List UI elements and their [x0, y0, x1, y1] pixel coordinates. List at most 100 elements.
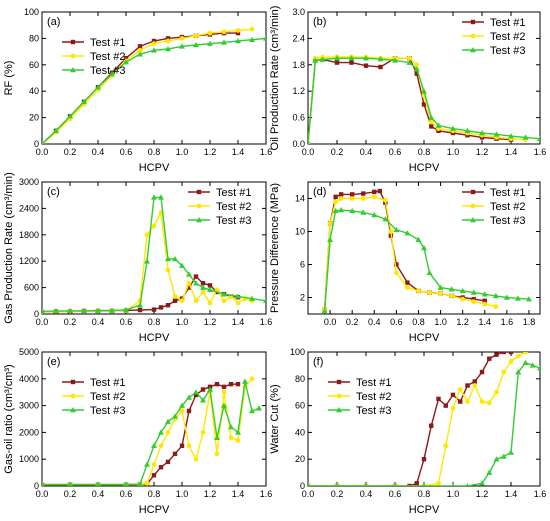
data-point: [338, 196, 344, 201]
data-point: [537, 135, 540, 141]
legend-marker: [70, 67, 76, 73]
data-point: [186, 285, 192, 290]
data-point: [179, 262, 185, 268]
data-point: [421, 102, 427, 107]
data-point: [465, 399, 470, 404]
data-point: [450, 392, 456, 398]
data-point: [482, 301, 488, 307]
data-point: [482, 298, 487, 303]
y-tick-label: 0.0: [292, 139, 305, 149]
data-point: [249, 376, 255, 382]
chart-panel-6: 0.0 0.2 0.4 0.6 0.8 1.0 1.2 1.4 1.6 0 20 40 60 80 100 H…: [269, 347, 546, 516]
data-point: [500, 453, 507, 459]
data-point: [436, 396, 441, 402]
data-point: [413, 66, 420, 72]
y-tick-label: 20: [29, 113, 39, 123]
x-axis-label: HCPV: [409, 162, 440, 174]
legend-marker: [470, 19, 476, 25]
data-point: [508, 133, 514, 139]
x-tick-label: 1.0: [176, 489, 189, 499]
legend: Test #1 Test #2 Test #3: [462, 17, 525, 57]
data-point: [371, 212, 378, 218]
data-point: [486, 469, 493, 475]
data-point: [235, 438, 241, 443]
data-point: [327, 236, 334, 242]
legend: Test #1 Test #2 Test #3: [188, 187, 251, 227]
y-tick-label: 3.0: [292, 7, 305, 17]
x-tick-label: 1.6: [534, 489, 547, 499]
y-tick-label: 5000: [19, 347, 39, 357]
legend-marker: [470, 47, 476, 53]
data-point: [388, 229, 394, 234]
y-axis-label: Water Cut (%): [269, 384, 281, 453]
data-point: [377, 188, 383, 194]
data-point: [144, 232, 150, 238]
legend-marker: [196, 189, 202, 195]
data-point: [193, 42, 199, 48]
data-point: [537, 365, 540, 371]
data-point: [361, 191, 366, 196]
legend-marker: [470, 203, 476, 209]
legend-marker: [70, 407, 76, 413]
data-point: [421, 457, 427, 462]
data-point: [200, 289, 206, 295]
data-point: [235, 381, 241, 387]
data-point: [151, 223, 157, 229]
data-point: [494, 352, 499, 357]
x-axis-label: HCPV: [139, 504, 170, 516]
data-point: [42, 141, 44, 144]
x-tick-label: 1.0: [447, 489, 460, 499]
data-point: [393, 226, 400, 233]
data-point: [458, 399, 463, 404]
data-point: [235, 300, 241, 306]
data-point: [200, 281, 206, 286]
legend-label: Test #2: [90, 391, 125, 403]
data-point: [422, 483, 426, 486]
series-group: [308, 352, 540, 486]
data-point: [449, 293, 455, 299]
x-tick-label: 0.6: [390, 317, 403, 327]
data-point: [186, 394, 192, 400]
series-line-3: [308, 361, 540, 486]
legend-marker: [470, 217, 476, 223]
x-tick-label: 0.2: [331, 489, 344, 499]
series-group: [321, 188, 532, 314]
y-tick-label: 1.8: [292, 60, 305, 70]
data-point: [349, 60, 354, 65]
y-tick-label: 600: [24, 283, 39, 293]
x-tick-label: 0.6: [120, 147, 133, 157]
data-point: [123, 59, 129, 65]
data-point: [438, 290, 443, 296]
data-point: [338, 192, 344, 197]
chart-panel-4: 0.0 0.2 0.4 0.6 0.8 1.0 1.2 1.4 1.6 1.8 2 6 10 14 HCPV…: [269, 181, 541, 344]
data-point: [95, 481, 101, 486]
x-tick-label: 1.2: [476, 147, 489, 157]
data-point: [186, 271, 192, 277]
y-tick-label: 60: [295, 401, 305, 411]
data-point: [179, 298, 185, 304]
data-point: [333, 194, 338, 200]
data-point: [42, 308, 45, 314]
data-point: [235, 28, 241, 33]
legend-label: Test #1: [216, 187, 251, 199]
data-point: [137, 44, 143, 49]
y-axis-label: Gas Production Rate (cm³/min): [3, 172, 15, 324]
x-tick-label: 0.4: [368, 317, 381, 327]
y-tick-label: 80: [295, 374, 305, 384]
y-tick-label: 100: [290, 347, 305, 357]
data-point: [421, 88, 427, 94]
legend-marker: [196, 217, 202, 223]
data-point: [158, 465, 164, 470]
y-tick-label: 0: [34, 309, 39, 319]
data-point: [179, 36, 185, 41]
legend-label: Test #1: [90, 377, 125, 389]
data-point: [382, 197, 388, 203]
y-tick-label: 2: [300, 293, 305, 303]
legend-label: Test #3: [490, 215, 525, 227]
x-tick-label: 1.6: [534, 147, 547, 157]
data-point: [479, 369, 485, 375]
y-tick-label: 80: [29, 33, 39, 43]
data-point: [144, 258, 150, 264]
data-point: [200, 387, 206, 392]
data-point: [426, 269, 433, 275]
